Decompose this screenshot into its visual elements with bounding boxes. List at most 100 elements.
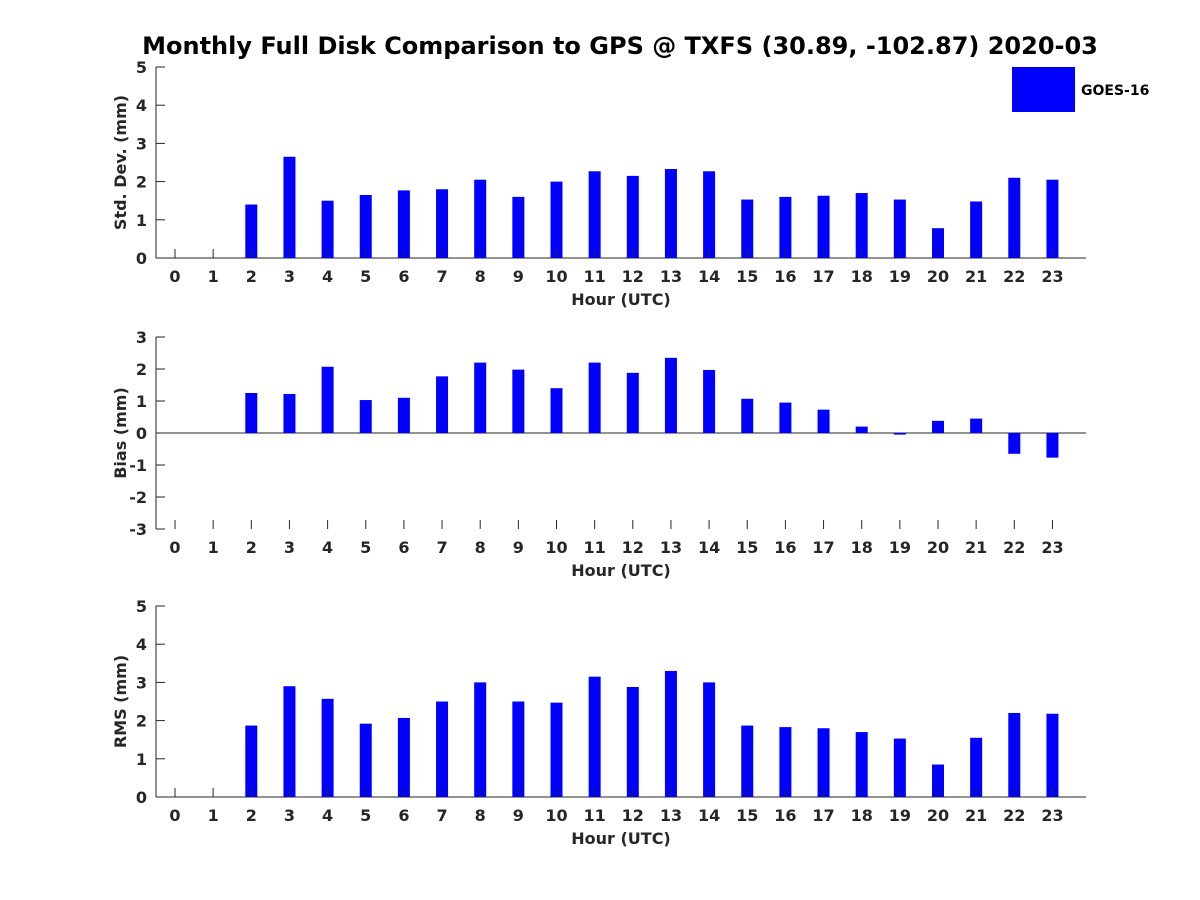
x-tick-label: 6 <box>398 538 409 557</box>
bar-bias-hour-23 <box>1046 433 1059 458</box>
bar-bias-hour-3 <box>283 393 296 433</box>
bar-std-dev-hour-11 <box>588 171 601 258</box>
x-tick-label: 23 <box>1041 538 1063 557</box>
x-tick-label: 9 <box>513 806 524 825</box>
x-tick-label: 3 <box>284 806 295 825</box>
bar-std-dev-hour-23 <box>1046 179 1059 258</box>
bar-std-dev-hour-6 <box>397 190 410 258</box>
bar-std-dev-hour-20 <box>932 228 944 258</box>
y-tick-label: 3 <box>136 328 147 347</box>
y-tick-label: 1 <box>136 211 147 230</box>
bar-rms-hour-20 <box>932 764 944 797</box>
y-tick-label: 3 <box>136 134 147 153</box>
bar-bias-hour-18 <box>855 426 868 433</box>
x-axis-label: Hour (UTC) <box>571 829 671 848</box>
x-tick-label: 6 <box>398 267 409 286</box>
x-tick-label: 13 <box>660 538 682 557</box>
x-tick-label: 18 <box>851 538 873 557</box>
bar-bias-hour-11 <box>588 362 601 433</box>
y-tick-label: 1 <box>136 392 147 411</box>
bar-std-dev-hour-2 <box>245 204 258 258</box>
bar-rms-hour-6 <box>397 717 410 797</box>
x-tick-label: 2 <box>246 538 257 557</box>
x-tick-label: 15 <box>736 806 758 825</box>
x-tick-label: 13 <box>660 267 682 286</box>
x-tick-label: 8 <box>475 538 486 557</box>
x-tick-label: 22 <box>1003 538 1025 557</box>
bar-bias-hour-15 <box>741 398 754 433</box>
x-tick-label: 15 <box>736 538 758 557</box>
x-tick-label: 21 <box>965 806 987 825</box>
x-tick-label: 14 <box>698 538 720 557</box>
y-axis-label: Std. Dev. (mm) <box>111 95 130 230</box>
x-tick-label: 12 <box>622 267 644 286</box>
bar-std-dev-hour-21 <box>970 201 983 258</box>
bar-std-dev-hour-9 <box>512 196 525 258</box>
x-tick-label: 8 <box>475 806 486 825</box>
chart-title: Monthly Full Disk Comparison to GPS @ TX… <box>142 32 1098 60</box>
x-tick-label: 10 <box>545 806 567 825</box>
x-tick-label: 7 <box>436 538 447 557</box>
bar-rms-hour-23 <box>1046 713 1059 797</box>
y-tick-label: -1 <box>129 456 147 475</box>
x-tick-label: 19 <box>889 806 911 825</box>
x-tick-label: 15 <box>736 267 758 286</box>
x-tick-label: 1 <box>208 538 219 557</box>
bar-rms-hour-18 <box>855 732 868 797</box>
x-tick-label: 12 <box>622 806 644 825</box>
bar-bias-hour-20 <box>932 420 944 433</box>
bar-bias-hour-6 <box>397 397 410 433</box>
x-axis-label: Hour (UTC) <box>571 290 671 309</box>
bar-std-dev-hour-17 <box>817 195 830 258</box>
bar-bias-hour-5 <box>359 400 372 433</box>
bar-bias-hour-22 <box>1008 433 1021 454</box>
bar-rms-hour-4 <box>321 698 334 797</box>
bar-rms-hour-8 <box>474 682 487 797</box>
x-tick-label: 13 <box>660 806 682 825</box>
bar-std-dev-hour-15 <box>741 199 754 258</box>
bar-std-dev-hour-12 <box>626 175 639 258</box>
y-tick-label: 0 <box>136 788 147 807</box>
x-tick-label: 11 <box>584 538 606 557</box>
x-tick-label: 19 <box>889 538 911 557</box>
y-axis-label: RMS (mm) <box>111 655 130 748</box>
x-tick-label: 0 <box>169 538 180 557</box>
y-tick-label: 5 <box>136 58 147 77</box>
x-tick-label: 18 <box>851 267 873 286</box>
x-tick-label: 11 <box>584 267 606 286</box>
x-tick-label: 2 <box>246 267 257 286</box>
bar-std-dev-hour-18 <box>855 193 868 258</box>
x-tick-label: 0 <box>169 267 180 286</box>
y-tick-label: -2 <box>129 488 147 507</box>
x-tick-label: 6 <box>398 806 409 825</box>
y-tick-label: 0 <box>136 424 147 443</box>
x-tick-label: 3 <box>284 538 295 557</box>
bar-rms-hour-3 <box>283 686 296 797</box>
x-tick-label: 9 <box>513 267 524 286</box>
bar-rms-hour-7 <box>436 701 449 797</box>
bar-rms-hour-16 <box>779 727 792 797</box>
x-tick-label: 5 <box>360 267 371 286</box>
x-tick-label: 3 <box>284 267 295 286</box>
x-tick-label: 18 <box>851 806 873 825</box>
bar-rms-hour-11 <box>588 676 601 797</box>
bar-bias-hour-17 <box>817 409 830 433</box>
legend-label: GOES-16 <box>1081 83 1149 99</box>
x-tick-label: 21 <box>965 538 987 557</box>
x-tick-label: 20 <box>927 538 949 557</box>
bar-rms-hour-2 <box>245 725 258 797</box>
x-tick-label: 16 <box>774 267 796 286</box>
x-tick-label: 17 <box>812 267 834 286</box>
bar-bias-hour-2 <box>245 393 258 433</box>
x-tick-label: 20 <box>927 806 949 825</box>
y-tick-label: 4 <box>136 635 147 654</box>
bar-std-dev-hour-16 <box>779 196 792 258</box>
x-tick-label: 19 <box>889 267 911 286</box>
bar-rms-hour-13 <box>664 670 677 797</box>
bar-rms-hour-22 <box>1008 712 1021 797</box>
x-tick-label: 14 <box>698 806 720 825</box>
y-tick-label: 0 <box>136 249 147 268</box>
